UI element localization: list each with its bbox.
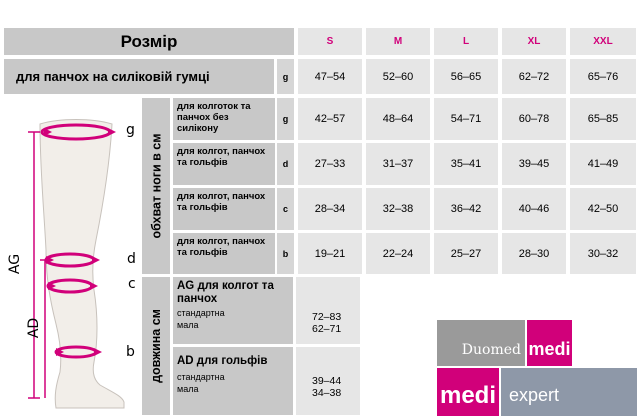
length-ad-title: AD для гольфів xyxy=(177,355,268,367)
logo-duomed-text: Duomed xyxy=(461,342,521,358)
circ-row-3-xl: 40–46 xyxy=(502,188,566,230)
silicone-value-m: 52–60 xyxy=(366,59,430,94)
length-ad-box: AD для гольфів стандартна мала xyxy=(173,347,293,415)
label-d: d xyxy=(127,251,136,267)
label-ag: AG xyxy=(7,253,23,275)
length-ad-value-2: 34–38 xyxy=(312,387,342,399)
silicone-label: для панчох на силіковій гумці xyxy=(16,69,210,84)
silicone-value-xxl: 65–76 xyxy=(570,59,636,94)
logo-medi-text-top: medi xyxy=(528,339,571,359)
circ-row-3-s: 28–34 xyxy=(298,188,362,230)
circ-row-4-key: b xyxy=(277,233,294,274)
circ-row-3-xxl: 42–50 xyxy=(570,188,636,230)
d-circumference-marker xyxy=(44,252,100,268)
label-b: b xyxy=(126,344,135,360)
silicone-label-cell: для панчох на силіковій гумці xyxy=(4,59,274,94)
circ-row-1-key: g xyxy=(277,98,294,140)
circ-row-4-xxl: 30–32 xyxy=(570,233,636,274)
length-ag-values: 72–83 62–71 xyxy=(296,277,360,344)
label-g: g xyxy=(126,122,135,138)
size-header-s: S xyxy=(298,28,362,55)
size-header-m: M xyxy=(366,28,430,55)
circ-row-4-l: 25–27 xyxy=(434,233,498,274)
circ-row-3-label: для колгот, панчох та гольфів xyxy=(173,188,275,230)
circ-row-2-l: 35–41 xyxy=(434,143,498,185)
length-ad-sub2: мала xyxy=(177,384,199,394)
circ-row-4-label: для колгот, панчох та гольфів xyxy=(173,233,275,274)
circ-row-1-xl: 60–78 xyxy=(502,98,566,140)
circ-row-2-xl: 39–45 xyxy=(502,143,566,185)
label-ad: AD xyxy=(25,317,42,339)
logo-expert-text: expert xyxy=(509,385,560,405)
duomed-medi-logo: Duomed medi medi expert xyxy=(437,320,637,416)
circ-row-2-label: для колгот, панчох та гольфів xyxy=(173,143,275,185)
length-ag-sub1: стандартна xyxy=(177,308,225,318)
circ-row-1-l: 54–71 xyxy=(434,98,498,140)
length-ag-value-2: 62–71 xyxy=(312,323,342,335)
length-ag-sub2: мала xyxy=(177,320,199,330)
length-ag-title: AG для колгот та панчох xyxy=(177,280,274,305)
circ-row-3-key: c xyxy=(277,188,294,230)
logo-medi-tile-top: medi xyxy=(527,320,572,366)
length-ad-values: 39–44 34–38 xyxy=(296,347,360,415)
logo-expert-tile: expert xyxy=(501,368,637,416)
label-c: c xyxy=(128,276,136,292)
page-title: Розмір xyxy=(120,31,178,51)
silicone-value-l: 56–65 xyxy=(434,59,498,94)
logo-duomed-tile: Duomed xyxy=(437,320,525,366)
length-ad-value-1: 39–44 xyxy=(312,375,342,387)
header-title-cell: Розмір xyxy=(4,28,294,55)
g-circumference-marker xyxy=(40,123,116,141)
size-header-l: L xyxy=(434,28,498,55)
circ-row-3-m: 32–38 xyxy=(366,188,430,230)
b-circumference-marker xyxy=(54,345,102,359)
circ-row-1-s: 42–57 xyxy=(298,98,362,140)
circ-row-2-m: 31–37 xyxy=(366,143,430,185)
circ-row-1-m: 48–64 xyxy=(366,98,430,140)
logo-medi-tile-bottom: medi xyxy=(437,368,499,416)
c-circumference-marker xyxy=(46,278,98,294)
circ-row-2-key: d xyxy=(277,143,294,185)
silicone-value-xl: 62–72 xyxy=(502,59,566,94)
circumference-axis-label: обхват ноги в см xyxy=(142,98,170,274)
length-axis-label: довжина см xyxy=(142,277,170,415)
ag-bracket xyxy=(28,131,40,399)
circ-row-2-xxl: 41–49 xyxy=(570,143,636,185)
size-header-xl: XL xyxy=(502,28,566,55)
silicone-value-s: 47–54 xyxy=(298,59,362,94)
circ-row-4-m: 22–24 xyxy=(366,233,430,274)
circ-row-3-l: 36–42 xyxy=(434,188,498,230)
length-ag-value-1: 72–83 xyxy=(312,311,342,323)
circ-row-4-xl: 28–30 xyxy=(502,233,566,274)
length-ad-sub1: стандартна xyxy=(177,372,225,382)
logo-medi-text-bottom: medi xyxy=(439,382,496,409)
circ-row-1-label: для колготок та панчох без силікону xyxy=(173,98,275,140)
leg-diagram xyxy=(28,119,125,409)
circ-row-2-s: 27–33 xyxy=(298,143,362,185)
size-header-xxl: XXL xyxy=(570,28,636,55)
silicone-key: g xyxy=(277,59,294,94)
length-ag-box: AG для колгот та панчох стандартна мала xyxy=(173,277,293,344)
circ-row-1-xxl: 65–85 xyxy=(570,98,636,140)
circ-row-4-s: 19–21 xyxy=(298,233,362,274)
